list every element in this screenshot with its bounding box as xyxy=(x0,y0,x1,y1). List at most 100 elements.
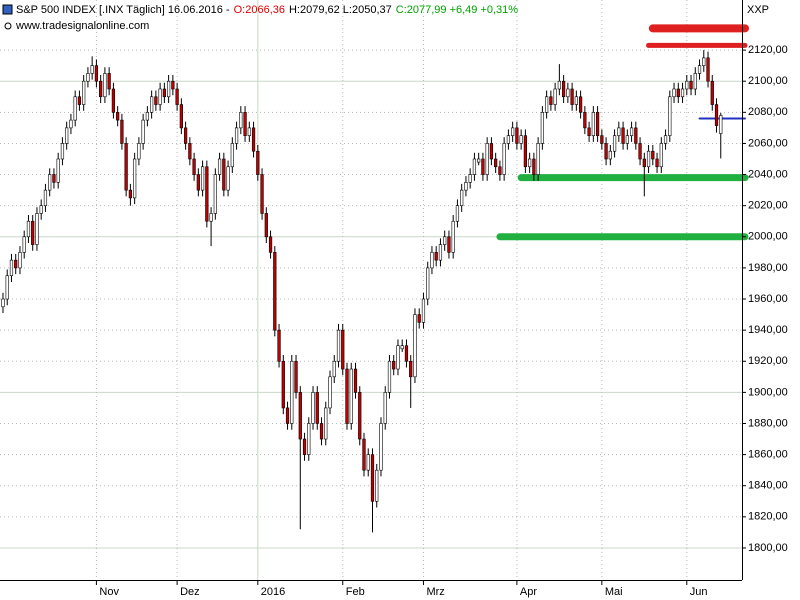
candle-body xyxy=(421,298,426,323)
candle-body xyxy=(672,88,676,98)
candle-body xyxy=(409,360,413,378)
candle-body xyxy=(90,65,94,74)
candle-body xyxy=(460,189,464,206)
candle-body xyxy=(251,127,256,152)
candle-body xyxy=(430,252,434,269)
candle-body xyxy=(290,360,294,424)
candle-body xyxy=(557,80,561,90)
candle-body xyxy=(604,143,608,160)
candle-body xyxy=(714,104,719,126)
candle-body xyxy=(94,65,99,82)
y-tick-label: 1900,00 xyxy=(748,386,788,398)
candle-body xyxy=(370,454,375,502)
candle-body xyxy=(400,345,404,350)
candle-body xyxy=(545,96,549,113)
candle-body xyxy=(39,205,43,214)
candle-body xyxy=(243,112,247,136)
candle-body xyxy=(167,80,171,98)
y-tick-label: 2120,00 xyxy=(748,44,788,56)
candle-body xyxy=(515,127,519,144)
candle-body xyxy=(693,73,697,90)
candle-body xyxy=(116,112,120,121)
candle-body xyxy=(489,143,494,160)
candle-body xyxy=(455,205,460,222)
subtitle: www.tradesignalonline.com xyxy=(15,20,149,32)
candle-body xyxy=(65,127,69,144)
candle-body xyxy=(663,135,668,144)
candle-body xyxy=(200,166,205,191)
candle-body xyxy=(18,252,22,269)
candle-body xyxy=(217,158,222,175)
chart-title: S&P 500 INDEX [.INX Täglich] 16.06.2016 … xyxy=(16,4,230,16)
y-tick-label: 1860,00 xyxy=(748,449,788,461)
candle-body xyxy=(434,252,438,261)
candle-body xyxy=(417,314,421,323)
candle-body xyxy=(60,143,65,160)
candle-body xyxy=(247,127,251,136)
candle-body xyxy=(77,96,82,105)
y-tick-label: 2100,00 xyxy=(748,75,788,87)
candle-body xyxy=(302,438,307,455)
candle-body xyxy=(540,112,544,144)
candle-body xyxy=(35,213,39,245)
candle-body xyxy=(273,252,277,331)
x-tick-label: Feb xyxy=(346,586,365,598)
candle-body xyxy=(332,360,336,378)
candle-body xyxy=(14,259,18,269)
candle-body xyxy=(162,88,166,98)
candle-body xyxy=(532,158,536,175)
header-value: O:2066,36 xyxy=(234,4,285,16)
candle-body xyxy=(634,127,638,144)
candle-body xyxy=(468,174,472,183)
candle-body xyxy=(205,166,209,222)
candle-body xyxy=(353,368,358,393)
candles xyxy=(1,50,723,533)
candle-body xyxy=(358,392,362,440)
candle-body xyxy=(383,392,387,424)
candle-body xyxy=(128,189,133,199)
candle-body xyxy=(485,143,489,175)
y-tick-label: 2000,00 xyxy=(748,231,788,243)
candle-body xyxy=(600,135,604,144)
candle-body xyxy=(171,80,175,90)
header-value: H:2079,62 L:2050,37 xyxy=(289,4,392,16)
candle-body xyxy=(697,65,702,74)
candle-body xyxy=(583,112,587,129)
candle-body xyxy=(145,112,149,121)
candle-body xyxy=(234,127,239,144)
candle-body xyxy=(213,174,217,214)
candle-body xyxy=(443,236,447,245)
candle-body xyxy=(137,143,141,160)
candle-body xyxy=(31,220,35,245)
candle-body xyxy=(719,115,723,134)
candle-body xyxy=(336,329,341,362)
candle-body xyxy=(362,438,366,471)
candle-body xyxy=(392,360,396,370)
candle-body xyxy=(285,407,290,424)
candle-body xyxy=(659,143,663,168)
x-tick-label: Mai xyxy=(605,586,623,598)
candle-body xyxy=(192,158,196,175)
candle-body xyxy=(175,88,179,105)
header-value: C:2077,99 +6,49 +0,31% xyxy=(396,4,519,16)
y-tick-label: 2080,00 xyxy=(748,106,788,118)
candle-body xyxy=(481,158,485,175)
candle-body xyxy=(99,80,103,98)
candle-body xyxy=(107,73,111,90)
x-tick-label: Nov xyxy=(99,586,119,598)
candle-body xyxy=(438,244,443,261)
candle-body xyxy=(561,80,566,98)
candle-body xyxy=(226,166,230,191)
candle-body xyxy=(22,236,26,253)
candle-body xyxy=(498,166,502,175)
candle-body xyxy=(706,57,710,82)
candle-body xyxy=(209,213,213,222)
y-tick-label: 1920,00 xyxy=(748,355,788,367)
candle-body xyxy=(73,96,77,121)
candle-body xyxy=(133,158,137,199)
candle-body xyxy=(655,158,659,168)
y-tick-label: 1880,00 xyxy=(748,417,788,429)
candle-body xyxy=(268,236,273,253)
candle-body xyxy=(587,127,591,136)
y-tick-label: 1980,00 xyxy=(748,262,788,274)
